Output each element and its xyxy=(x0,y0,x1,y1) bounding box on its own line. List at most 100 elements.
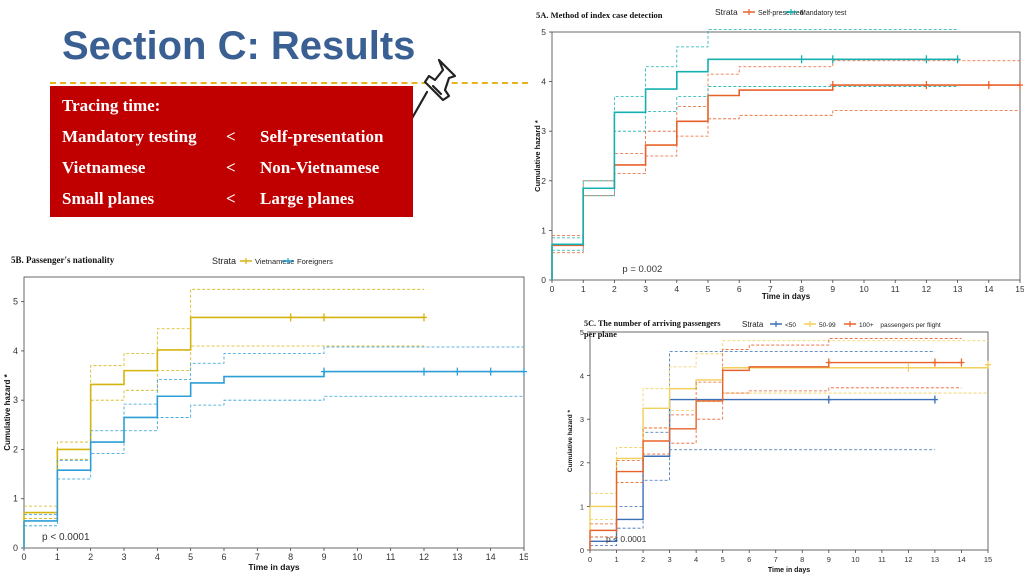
chart-5a-xtick-label: 10 xyxy=(859,284,869,294)
chart-5b-xtick-label: 14 xyxy=(486,552,496,562)
chart-5b-xtick-label: 2 xyxy=(88,552,93,562)
summary-box: Tracing time: Mandatory testing < Self-p… xyxy=(50,86,413,217)
chart-5b-series-2-upper-ci xyxy=(24,346,524,515)
chart-5c-ytick-label: 4 xyxy=(580,372,584,381)
chart-5c-xtick-label: 10 xyxy=(851,555,859,564)
chart-5b-svg: 5B. Passenger's nationality Strata Vietnam… xyxy=(3,255,528,572)
chart-5b-ytick-label: 4 xyxy=(13,346,18,356)
chart-5c-series-1-upper-ci xyxy=(590,351,935,538)
chart-5b-legend-label-2: Foreigners xyxy=(297,257,333,266)
chart-5a-svg: 5A. Method of index case detection Strata… xyxy=(533,7,1024,301)
chart-5b-ylabel: Cumulative hazard * xyxy=(3,373,12,450)
pushpin-icon xyxy=(409,58,457,122)
chart-5a-series-1-line xyxy=(552,84,1020,247)
chart-5c-legend-label-1: <50 xyxy=(785,322,796,329)
chart-5a-xtick-label: 12 xyxy=(922,284,932,294)
chart-5b-xtick-label: 11 xyxy=(386,552,395,562)
summary-row-1-op: < xyxy=(226,127,236,146)
chart-5b-title: 5B. Passenger's nationality xyxy=(11,255,115,265)
chart-5a-ytick-label: 2 xyxy=(541,176,546,186)
chart-5c-svg: 5C. The number of arriving passengers per… xyxy=(567,319,992,574)
chart-5a-series-2-line xyxy=(552,58,958,246)
chart-5a-xtick-label: 5 xyxy=(706,284,711,294)
chart-5b-xtick-label: 4 xyxy=(155,552,160,562)
chart-5c-title: 5C. The number of arriving passengers xyxy=(584,319,721,328)
summary-row-1-right: Self-presentation xyxy=(260,127,384,146)
chart-5b-xtick-label: 15 xyxy=(519,552,528,562)
chart-5a-legend-label-2: Mandatory test xyxy=(800,10,846,17)
chart-5c-ytick-label: 3 xyxy=(580,415,584,424)
chart-5b-legend-label-1: Vietnamese xyxy=(255,257,294,266)
chart-5b-series-2-lower-ci xyxy=(24,395,524,527)
chart-5a-xtick-label: 9 xyxy=(830,284,835,294)
chart-5b-xtick-label: 8 xyxy=(288,552,293,562)
summary-row-2-left: Vietnamese xyxy=(62,158,146,177)
chart-5c-series-2-line xyxy=(590,364,989,508)
chart-5c-xtick-label: 5 xyxy=(721,555,725,564)
chart-5c-xtick-label: 1 xyxy=(614,555,618,564)
chart-5c-xtick-label: 7 xyxy=(774,555,778,564)
chart-5b-xtick-label: 12 xyxy=(419,552,429,562)
chart-5b-xtick-label: 5 xyxy=(188,552,193,562)
chart-5c-legend-suffix: passengers per flight xyxy=(880,322,941,329)
chart-5a-xtick-label: 6 xyxy=(737,284,742,294)
chart-5a-xtick-label: 13 xyxy=(953,284,963,294)
chart-5c-ytick-label: 0 xyxy=(580,546,584,555)
summary-row-1-left: Mandatory testing xyxy=(62,127,197,146)
chart-5c-title-line2: per plane xyxy=(584,330,617,339)
chart-5a-xtick-label: 1 xyxy=(581,284,586,294)
chart-5c-ytick-label: 1 xyxy=(580,502,584,511)
chart-5a-xtick-label: 4 xyxy=(674,284,679,294)
chart-5a-xtick-label: 11 xyxy=(891,284,900,294)
chart-5c-xtick-label: 12 xyxy=(904,555,912,564)
chart-5c-series-3-line xyxy=(590,361,962,532)
chart-5c-ylabel: Cumulative hazard * xyxy=(567,409,574,472)
chart-5c-plot-area xyxy=(589,331,989,551)
summary-row-2-right: Non-Vietnamese xyxy=(260,158,380,177)
chart-5c-xtick-label: 11 xyxy=(878,555,886,564)
chart-5b-xtick-label: 0 xyxy=(21,552,26,562)
chart-5b-xtick-label: 6 xyxy=(221,552,226,562)
chart-5c-xtick-label: 14 xyxy=(957,555,965,564)
chart-5c-ytick-label: 5 xyxy=(580,328,584,337)
chart-5b-xtick-label: 10 xyxy=(352,552,362,562)
chart-5c-xtick-label: 8 xyxy=(800,555,804,564)
chart-5a-pvalue: p = 0.002 xyxy=(622,264,662,275)
title-divider xyxy=(50,82,528,84)
chart-5a-legend-title: Strata xyxy=(715,7,738,17)
chart-5c-xtick-label: 2 xyxy=(641,555,645,564)
summary-row-3-right: Large planes xyxy=(260,189,354,208)
chart-5a-ytick-label: 4 xyxy=(541,77,546,87)
chart-5a-ytick-label: 5 xyxy=(541,27,546,37)
chart-5a-title: 5A. Method of index case detection xyxy=(536,10,663,20)
chart-5c-xtick-label: 0 xyxy=(588,555,592,564)
summary-row-2-op: < xyxy=(226,158,236,177)
chart-5a-ylabel: Cumulative hazard * xyxy=(533,120,542,192)
chart-5c-legend-label-2: 50-99 xyxy=(819,322,836,329)
chart-5b-xlabel: Time in days xyxy=(248,562,300,572)
chart-5a-xtick-label: 3 xyxy=(643,284,648,294)
chart-5c-series-2-upper-ci xyxy=(590,340,988,494)
chart-5b-ytick-label: 1 xyxy=(13,494,18,504)
chart-5a-legend-label-1: Self-presented xyxy=(758,10,804,17)
chart-5a-series-2-upper-ci xyxy=(552,29,958,239)
chart-5a-series-2-lower-ci xyxy=(552,86,958,251)
chart-5c-legend-label-3: 100+ xyxy=(859,322,874,329)
chart-5c-xtick-label: 15 xyxy=(984,555,992,564)
chart-5a-ytick-label: 0 xyxy=(541,275,546,285)
chart-5c-legend-title: Strata xyxy=(742,320,764,329)
chart-5b-xtick-label: 9 xyxy=(321,552,326,562)
chart-5a-xtick-label: 7 xyxy=(768,284,773,294)
chart-5b-ytick-label: 0 xyxy=(13,543,18,553)
chart-5c-xlabel: Time in days xyxy=(768,567,810,574)
chart-5c-xtick-label: 4 xyxy=(694,555,698,564)
chart-5c-series-1-lower-ci xyxy=(590,449,935,547)
chart-5b-xtick-label: 7 xyxy=(255,552,260,562)
chart-5c-series-3-upper-ci xyxy=(590,338,962,525)
chart-5a-series-1-upper-ci xyxy=(552,60,1020,236)
chart-5b-plot-area xyxy=(23,276,525,549)
chart-5a-xtick-label: 15 xyxy=(1015,284,1024,294)
chart-5b-series-1-upper-ci xyxy=(24,288,424,507)
chart-5b-xtick-label: 3 xyxy=(121,552,126,562)
chart-5b-xtick-label: 1 xyxy=(55,552,60,562)
